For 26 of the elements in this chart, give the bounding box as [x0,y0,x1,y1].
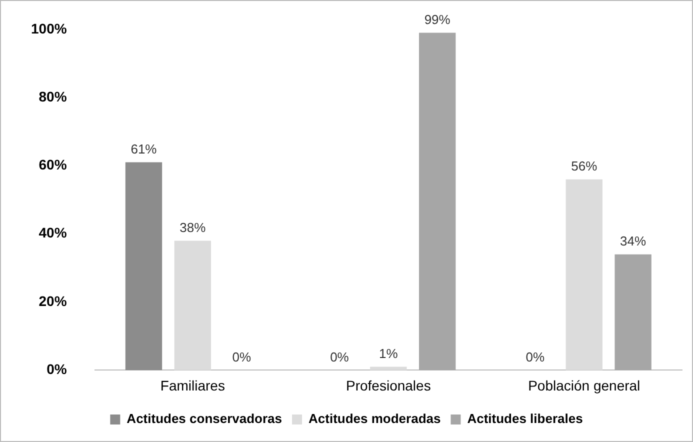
x-tick-label: Profesionales [346,377,431,394]
legend-label: Actitudes moderadas [308,411,441,426]
y-tick-label: 100% [30,20,68,36]
x-tick-label: Población general [528,377,640,394]
bar [174,240,212,370]
text: 1% [379,346,398,361]
bar [614,254,652,370]
legend-label: Actitudes conservadoras [126,411,282,426]
text: 61% [130,141,157,156]
bar [125,162,162,370]
y-tick-label: 20% [38,292,68,309]
text: 0% [330,349,349,364]
x-tick-label: Familiares [160,377,225,394]
text: 34% [620,233,646,248]
text: 38% [180,220,206,235]
legend-label: Actitudes liberales [467,411,583,426]
y-tick-label: 0% [46,361,68,378]
bar [418,32,456,370]
y-tick-label: 80% [38,88,68,104]
text: 0% [526,349,545,364]
y-tick-label: 60% [38,156,68,173]
text: 0% [232,349,252,364]
text: 56% [571,158,598,174]
y-tick-label: 40% [38,224,68,241]
bar [566,179,602,370]
text: 99% [424,12,450,27]
